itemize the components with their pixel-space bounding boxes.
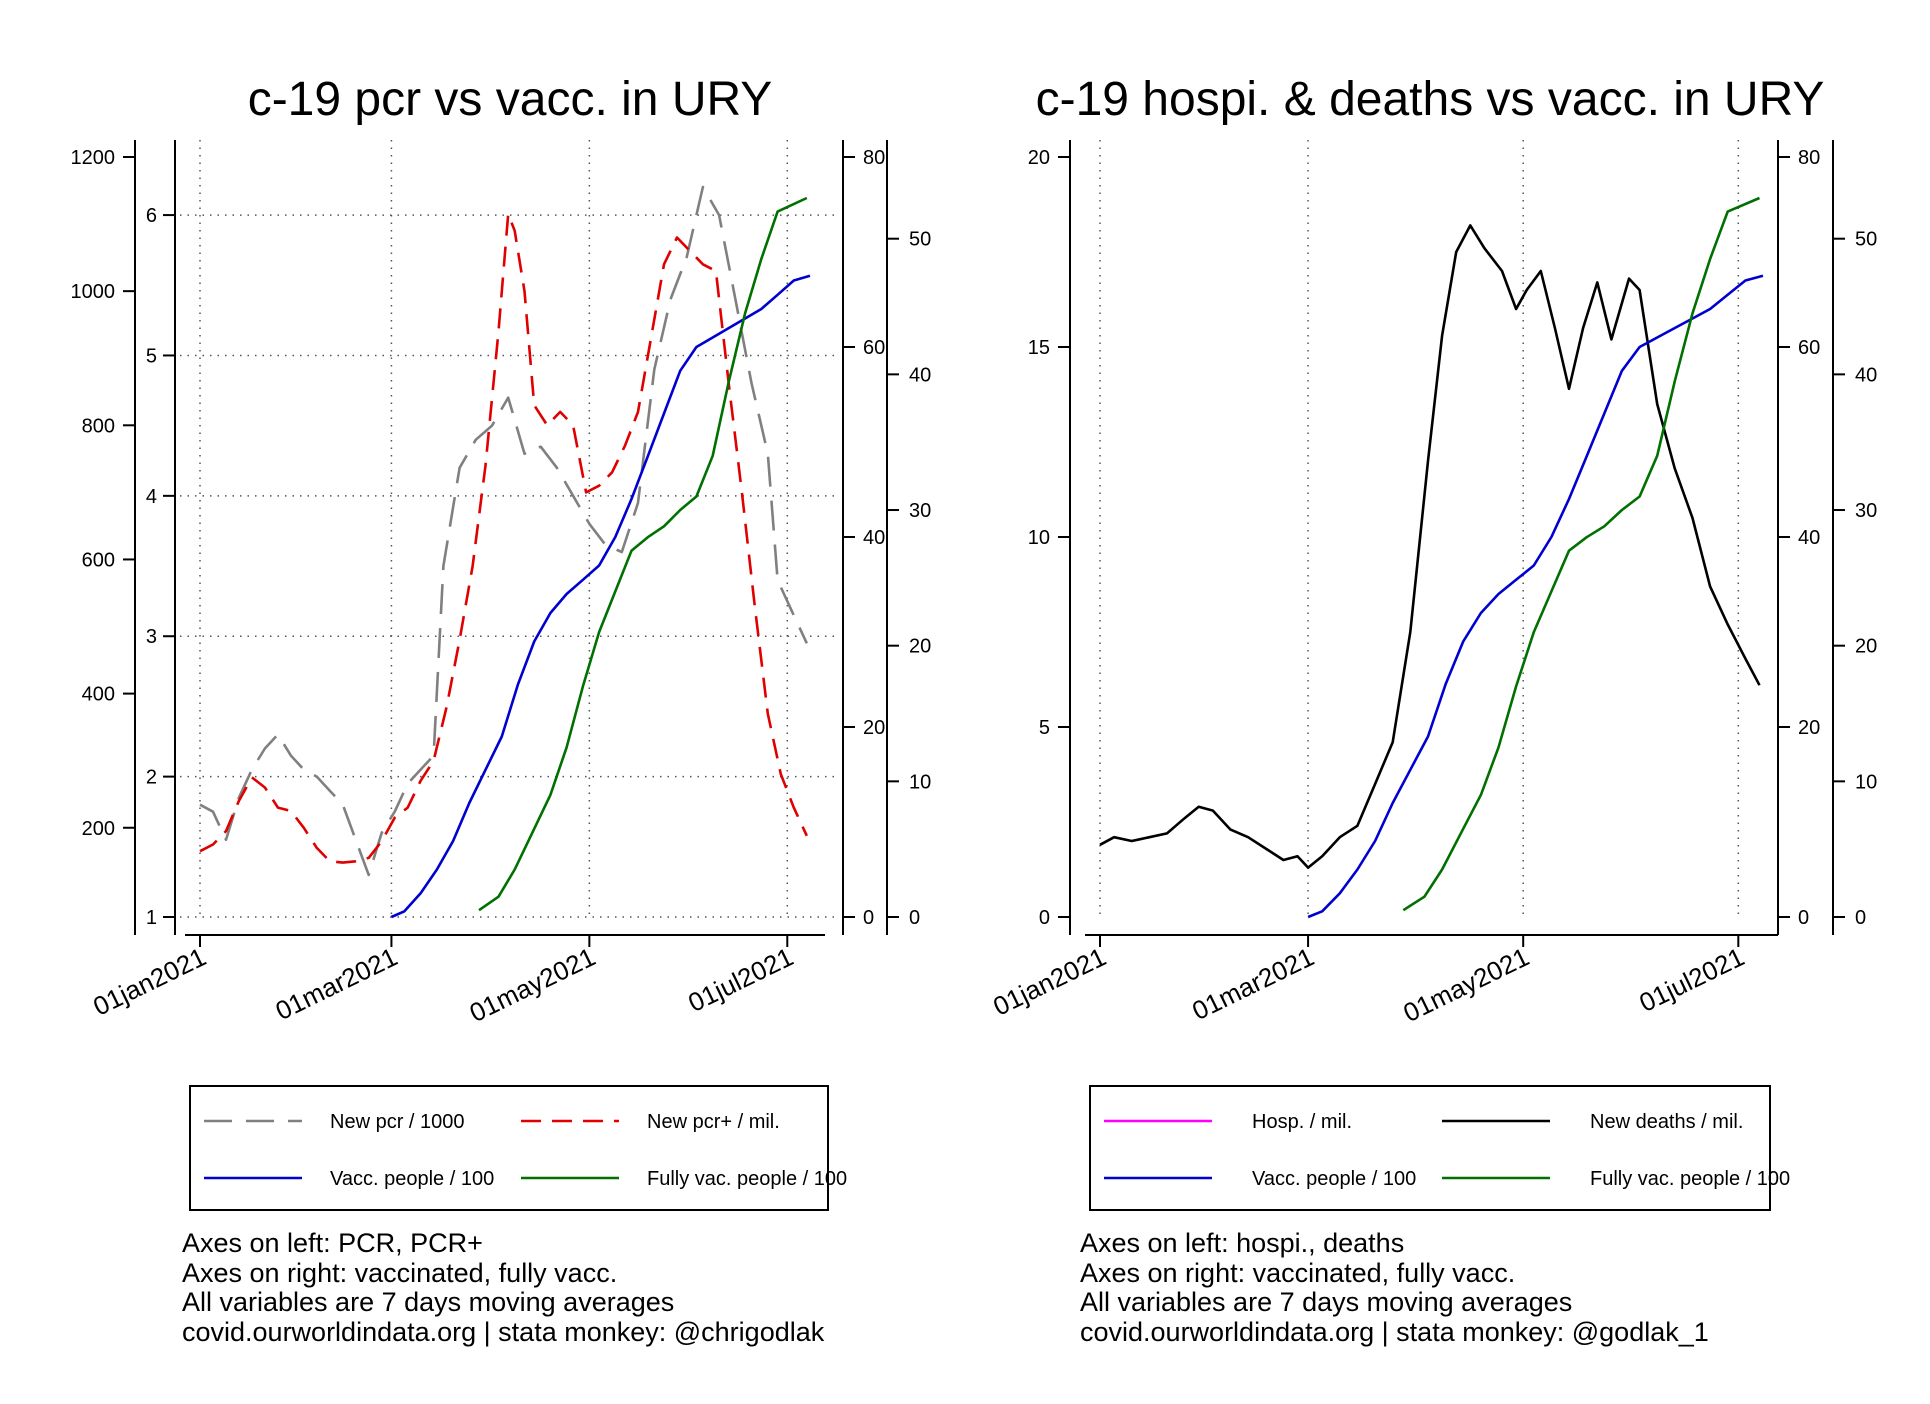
series-group	[1099, 196, 1764, 919]
legend: Hosp. / mil. New deaths / mil. Vacc. peopl…	[1089, 1085, 1790, 1211]
y-tick-label: 3	[146, 626, 157, 648]
chart-title: c-19 pcr vs vacc. in URY	[248, 73, 773, 126]
grid	[180, 140, 840, 918]
y-tick-label: 800	[82, 415, 115, 437]
chart-title: c-19 hospi. & deaths vs vacc. in URY	[1036, 73, 1825, 126]
series-line	[390, 274, 811, 919]
y-tick-label: 1200	[71, 147, 116, 169]
y-axis-outer-right: 0 10 20 30 40 50	[886, 140, 931, 935]
y-axis-inner-right: 0 20 40 60 80	[842, 140, 885, 935]
y-tick-label: 200	[82, 818, 115, 840]
chart-hospi-deaths-vs-vacc: c-19 hospi. & deaths vs vacc. in URY 0 5 10…	[988, 73, 1877, 1211]
y-tick-label: 20	[1855, 636, 1877, 658]
y-tick-label: 20	[909, 636, 931, 658]
legend-label: Fully vac. people / 100	[647, 1168, 847, 1190]
y-tick-label: 5	[146, 345, 157, 367]
x-tick-label: 01jul2021	[683, 941, 798, 1017]
y-tick-label: 40	[863, 527, 885, 549]
footnote-line: Axes on right: vaccinated, fully vacc.	[182, 1257, 618, 1288]
footnote-line: Axes on left: hospi., deaths	[1080, 1228, 1405, 1258]
y-tick-label: 50	[1855, 229, 1877, 251]
y-tick-label: 20	[1798, 717, 1820, 739]
y-axis-left: 0 5 10 15 20	[1028, 140, 1071, 935]
footnote-left: Axes on left: PCR, PCR+ Axes on right: v…	[182, 1228, 825, 1347]
x-tick-label: 01mar2021	[1187, 941, 1318, 1026]
footnote-line: All variables are 7 days moving averages	[182, 1287, 675, 1317]
y-axis-outer-left: 200 400 600 800 1000 1200	[71, 140, 136, 935]
y-tick-label: 30	[909, 500, 931, 522]
y-tick-label: 0	[1855, 907, 1866, 929]
y-tick-label: 10	[1028, 527, 1050, 549]
y-tick-label: 40	[1798, 527, 1820, 549]
y-tick-label: 5	[1039, 717, 1050, 739]
legend-label: Vacc. people / 100	[1252, 1168, 1416, 1190]
legend-label: New pcr+ / mil.	[647, 1111, 780, 1133]
y-tick-label: 20	[1028, 147, 1050, 169]
y-tick-label: 20	[863, 717, 885, 739]
y-tick-label: 600	[82, 549, 115, 571]
legend-label: New deaths / mil.	[1590, 1111, 1743, 1133]
y-tick-label: 15	[1028, 337, 1050, 359]
legend-box	[1089, 1085, 1771, 1211]
series-line	[1099, 224, 1761, 869]
y-axis-inner-right: 0 20 40 60 80	[1777, 140, 1820, 935]
footnote-right: Axes on left: hospi., deaths Axes on rig…	[1080, 1228, 1709, 1347]
footnote-line: covid.ourworldindata.org | stata monkey:…	[1080, 1316, 1709, 1347]
legend-label: Vacc. people / 100	[330, 1168, 494, 1190]
chart-pcr-vs-vacc: c-19 pcr vs vacc. in URY2004006008001000…	[71, 73, 931, 1211]
x-tick-label: 01jan2021	[88, 941, 210, 1021]
y-axis-inner-left: 1 2 3 4 5 6	[146, 140, 176, 935]
y-tick-label: 10	[909, 771, 931, 793]
series-group	[199, 185, 811, 919]
legend: New pcr / 1000 New pcr+ / mil. Vacc. peopl…	[189, 1085, 847, 1211]
y-tick-label: 10	[1855, 771, 1877, 793]
y-tick-label: 4	[146, 486, 157, 508]
series-line	[199, 212, 808, 864]
series-line	[1307, 274, 1764, 919]
legend-label: Hosp. / mil.	[1252, 1111, 1352, 1133]
series-line	[199, 185, 808, 877]
legend-label: New pcr / 1000	[330, 1111, 465, 1133]
x-axis: 01jan2021 01mar2021 01may2021 01jul2021	[988, 934, 1778, 1028]
y-axis-outer-right: 0 10 20 30 40 50	[1832, 140, 1877, 935]
y-tick-label: 0	[863, 907, 874, 929]
x-axis: 01jan2021 01mar2021 01may2021 01jul2021	[88, 934, 825, 1028]
grid	[1099, 140, 1740, 917]
x-tick-label: 01may2021	[465, 941, 600, 1028]
y-tick-label: 1000	[71, 281, 116, 303]
y-tick-label: 0	[909, 907, 920, 929]
footnote-line: All variables are 7 days moving averages	[1080, 1287, 1573, 1317]
legend-label: Fully vac. people / 100	[1590, 1168, 1790, 1190]
legend-box	[189, 1085, 829, 1211]
y-tick-label: 1	[146, 907, 157, 929]
y-tick-label: 60	[1798, 337, 1820, 359]
series-line	[478, 196, 808, 912]
y-tick-label: 40	[1855, 364, 1877, 386]
y-tick-label: 50	[909, 229, 931, 251]
y-tick-label: 30	[1855, 500, 1877, 522]
series-line	[1402, 196, 1761, 912]
footnote-line: covid.ourworldindata.org | stata monkey:…	[182, 1316, 825, 1347]
x-tick-label: 01jul2021	[1634, 941, 1749, 1017]
y-tick-label: 0	[1798, 907, 1809, 929]
y-tick-label: 40	[909, 364, 931, 386]
y-tick-label: 80	[1798, 147, 1820, 169]
y-tick-label: 0	[1039, 907, 1050, 929]
y-tick-label: 80	[863, 147, 885, 169]
x-tick-label: 01jan2021	[988, 941, 1110, 1021]
y-tick-label: 6	[146, 205, 157, 227]
footnote-line: Axes on right: vaccinated, fully vacc.	[1080, 1257, 1516, 1288]
y-tick-label: 60	[863, 337, 885, 359]
y-tick-label: 400	[82, 684, 115, 706]
x-tick-label: 01mar2021	[271, 941, 402, 1026]
x-tick-label: 01may2021	[1399, 941, 1534, 1028]
y-tick-label: 2	[146, 767, 157, 789]
footnote-line: Axes on left: PCR, PCR+	[182, 1228, 483, 1258]
